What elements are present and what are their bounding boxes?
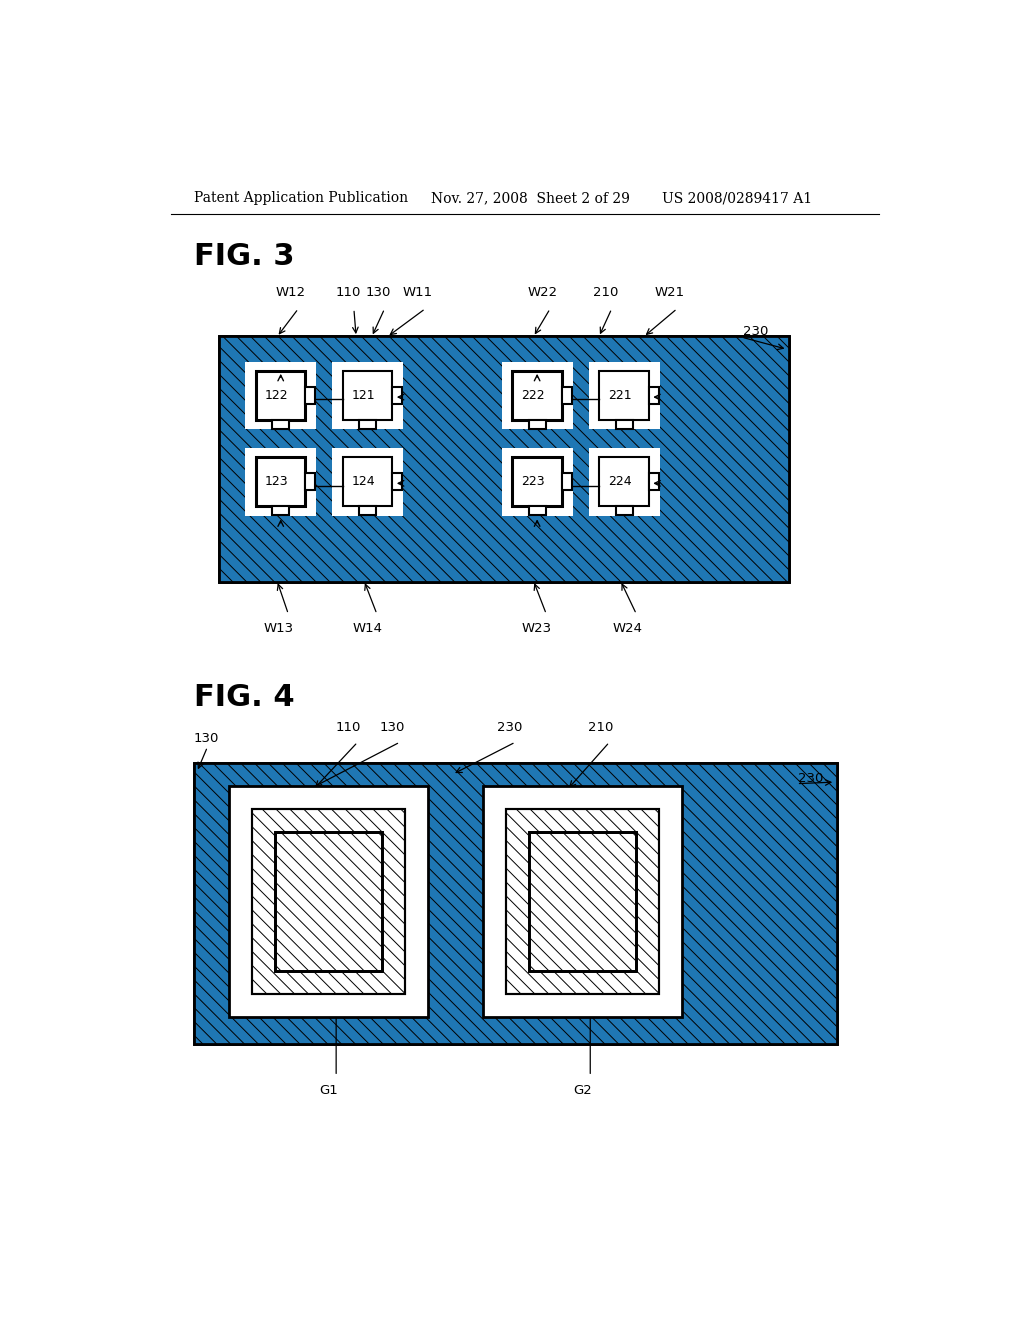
Text: 121: 121 bbox=[352, 389, 376, 403]
Bar bbox=[359, 507, 376, 515]
Bar bbox=[502, 447, 572, 516]
Bar bbox=[333, 362, 403, 429]
Bar bbox=[252, 809, 404, 994]
Bar bbox=[528, 420, 546, 429]
Text: W22: W22 bbox=[527, 286, 558, 300]
Bar bbox=[194, 763, 837, 1044]
Text: 130: 130 bbox=[194, 733, 219, 744]
Bar bbox=[528, 507, 546, 515]
Text: W23: W23 bbox=[522, 622, 552, 635]
Text: FIG. 4: FIG. 4 bbox=[194, 682, 294, 711]
Text: Patent Application Publication: Patent Application Publication bbox=[194, 191, 408, 206]
Bar bbox=[275, 832, 382, 970]
Bar bbox=[333, 447, 403, 516]
Text: 221: 221 bbox=[608, 389, 632, 403]
Bar bbox=[529, 832, 636, 970]
Bar bbox=[512, 457, 562, 507]
Text: 230: 230 bbox=[497, 721, 522, 734]
Text: 130: 130 bbox=[366, 286, 391, 300]
Bar bbox=[483, 785, 682, 1016]
Text: 110: 110 bbox=[336, 286, 361, 300]
Text: W11: W11 bbox=[402, 286, 433, 300]
Text: G1: G1 bbox=[319, 1084, 338, 1097]
Bar bbox=[529, 832, 636, 970]
Bar bbox=[649, 387, 658, 404]
Bar bbox=[599, 457, 649, 507]
Bar bbox=[229, 785, 428, 1016]
Text: W13: W13 bbox=[263, 622, 294, 635]
Text: W12: W12 bbox=[275, 286, 306, 300]
Text: FIG. 3: FIG. 3 bbox=[194, 243, 294, 272]
Text: 122: 122 bbox=[265, 389, 289, 403]
Text: 224: 224 bbox=[608, 475, 632, 488]
Text: 123: 123 bbox=[265, 475, 289, 488]
Text: W21: W21 bbox=[654, 286, 685, 300]
Bar bbox=[562, 387, 571, 404]
Bar bbox=[343, 457, 392, 507]
Bar bbox=[219, 335, 788, 582]
Bar bbox=[512, 371, 562, 420]
Text: 223: 223 bbox=[521, 475, 545, 488]
Bar bbox=[615, 507, 633, 515]
Bar bbox=[529, 832, 636, 970]
Bar bbox=[246, 362, 316, 429]
Bar bbox=[194, 763, 837, 1044]
Bar bbox=[392, 387, 402, 404]
Text: 124: 124 bbox=[352, 475, 376, 488]
Text: 110: 110 bbox=[336, 721, 361, 734]
Text: 130: 130 bbox=[380, 721, 406, 734]
Bar bbox=[272, 507, 289, 515]
Text: US 2008/0289417 A1: US 2008/0289417 A1 bbox=[662, 191, 812, 206]
Text: 210: 210 bbox=[588, 721, 613, 734]
Text: 230: 230 bbox=[798, 772, 823, 785]
Bar bbox=[506, 809, 658, 994]
Text: W14: W14 bbox=[352, 622, 383, 635]
Bar bbox=[275, 832, 382, 970]
Bar bbox=[562, 474, 571, 490]
Text: G2: G2 bbox=[573, 1084, 592, 1097]
Bar bbox=[599, 371, 649, 420]
Text: 210: 210 bbox=[593, 286, 618, 300]
Bar bbox=[194, 763, 837, 1044]
Text: 222: 222 bbox=[521, 389, 545, 403]
Text: Nov. 27, 2008  Sheet 2 of 29: Nov. 27, 2008 Sheet 2 of 29 bbox=[431, 191, 630, 206]
Bar bbox=[615, 420, 633, 429]
Text: W24: W24 bbox=[612, 622, 642, 635]
Bar bbox=[252, 809, 404, 994]
Bar bbox=[506, 809, 658, 994]
Bar bbox=[359, 420, 376, 429]
Bar bbox=[246, 447, 316, 516]
Bar bbox=[649, 474, 658, 490]
Text: 230: 230 bbox=[742, 325, 768, 338]
Bar bbox=[272, 420, 289, 429]
Bar bbox=[502, 362, 572, 429]
Bar bbox=[256, 371, 305, 420]
Bar bbox=[589, 447, 659, 516]
Bar bbox=[219, 335, 788, 582]
Bar bbox=[392, 474, 402, 490]
Bar bbox=[589, 362, 659, 429]
Bar bbox=[305, 387, 315, 404]
Bar bbox=[275, 832, 382, 970]
Bar bbox=[252, 809, 404, 994]
Bar bbox=[219, 335, 788, 582]
Bar bbox=[256, 457, 305, 507]
Bar bbox=[343, 371, 392, 420]
Bar bbox=[506, 809, 658, 994]
Bar bbox=[305, 474, 315, 490]
